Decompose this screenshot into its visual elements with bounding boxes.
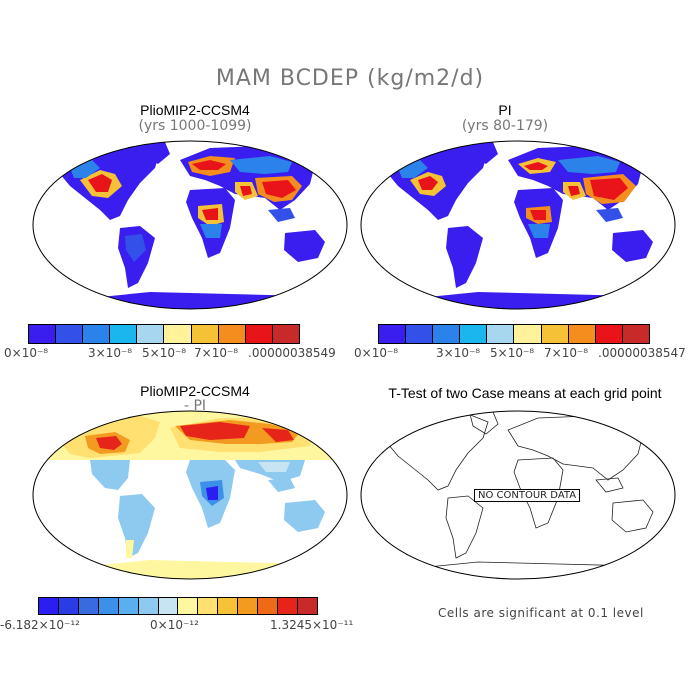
cb2-swatch-9: [621, 325, 649, 343]
colorbar-1: [28, 324, 300, 344]
cb3-swatch-3: [97, 598, 118, 614]
cb3-label-1: 0×10⁻¹²: [150, 618, 199, 632]
panel2-subtitle: (yrs 80-179): [461, 118, 549, 134]
cb2-swatch-3: [459, 325, 487, 343]
cb2-swatch-2: [432, 325, 460, 343]
panel1-subtitle: (yrs 1000-1099): [138, 118, 252, 134]
panel2-title: PI: [498, 102, 512, 118]
cb1-swatch-5: [163, 325, 191, 343]
cb3-swatch-11: [257, 598, 278, 614]
colorbar-2: [378, 324, 650, 344]
cb2-swatch-5: [513, 325, 541, 343]
panel2-fields: [378, 142, 658, 309]
colorbar-3: [38, 597, 318, 615]
cb2-label-2: 5×10⁻⁸: [490, 346, 535, 360]
cb1-label-4: .00000038549: [248, 346, 336, 360]
cb1-swatch-7: [217, 325, 245, 343]
cb2-swatch-1: [405, 325, 433, 343]
panel1-map: [32, 140, 348, 310]
cb1-swatch-4: [136, 325, 164, 343]
cb2-swatch-0: [379, 325, 406, 343]
panel3-fields: [33, 411, 347, 579]
panel3-title: PlioMIP2-CCSM4: [140, 383, 250, 399]
panel3-subtitle: - PI: [183, 398, 207, 414]
cb3-swatch-7: [177, 598, 198, 614]
cb1-swatch-6: [190, 325, 218, 343]
panel3-map: [32, 410, 348, 580]
cb2-label-0: 0×10⁻⁸: [354, 346, 399, 360]
panel1-title: PlioMIP2-CCSM4: [140, 102, 250, 118]
cb1-swatch-8: [244, 325, 272, 343]
cb1-swatch-1: [55, 325, 83, 343]
cb3-swatch-0: [39, 598, 58, 614]
cb2-label-3: 7×10⁻⁸: [544, 346, 589, 360]
panel2-map: [360, 140, 676, 310]
cb2-swatch-7: [567, 325, 595, 343]
cb3-swatch-9: [217, 598, 238, 614]
no-contour-data-box: NO CONTOUR DATA: [474, 489, 581, 502]
cb2-label-1: 3×10⁻⁸: [436, 346, 481, 360]
cb3-swatch-8: [197, 598, 218, 614]
cb2-swatch-4: [486, 325, 514, 343]
cb3-label-0: -6.182×10⁻¹²: [0, 618, 80, 632]
cb3-swatch-5: [137, 598, 158, 614]
cb3-label-2: 1.3245×10⁻¹¹: [270, 618, 354, 632]
cb2-swatch-6: [540, 325, 568, 343]
cb1-swatch-3: [109, 325, 137, 343]
panel4-title: T-Test of two Case means at each grid po…: [388, 385, 662, 401]
cb1-swatch-2: [82, 325, 110, 343]
cb1-label-2: 5×10⁻⁸: [142, 346, 187, 360]
cb1-label-3: 7×10⁻⁸: [194, 346, 239, 360]
cb3-swatch-10: [237, 598, 258, 614]
cb3-swatch-12: [277, 598, 297, 614]
cb1-swatch-0: [29, 325, 56, 343]
cb1-swatch-9: [271, 325, 299, 343]
figure-title: MAM BCDEP (kg/m2/d): [215, 66, 485, 91]
cb3-swatch-13: [296, 598, 317, 614]
cb2-swatch-8: [594, 325, 622, 343]
cb3-swatch-4: [117, 598, 138, 614]
cb1-label-1: 3×10⁻⁸: [88, 346, 133, 360]
cb1-label-0: 0×10⁻⁸: [4, 346, 49, 360]
cb3-swatch-6: [157, 598, 178, 614]
cb3-swatch-1: [57, 598, 78, 614]
panel4-map: [360, 410, 676, 580]
cb2-label-4: .00000038547: [598, 346, 686, 360]
panel1-fields: [50, 142, 330, 309]
cb3-swatch-2: [77, 598, 98, 614]
significance-note: Cells are significant at 0.1 level: [438, 606, 644, 620]
